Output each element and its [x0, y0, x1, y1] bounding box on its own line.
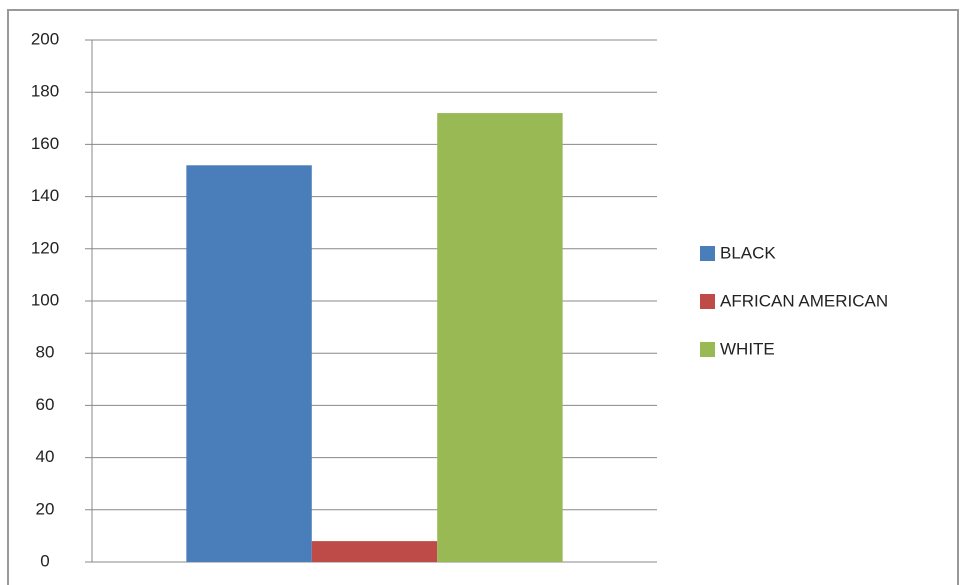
bar [186, 165, 312, 562]
y-tick-label: 160 [31, 134, 59, 153]
y-tick-label: 120 [31, 238, 59, 257]
legend-label: BLACK [720, 243, 776, 262]
legend-swatch [700, 294, 715, 309]
y-tick-label: 200 [31, 29, 59, 48]
chart-frame [7, 9, 959, 585]
y-tick-label: 80 [36, 343, 55, 362]
y-tick-label: 100 [31, 290, 59, 309]
y-tick-label: 20 [36, 499, 55, 518]
y-tick-label: 140 [31, 186, 59, 205]
y-tick-label: 0 [40, 551, 49, 570]
y-tick-label: 180 [31, 82, 59, 101]
y-tick-label: 60 [36, 395, 55, 414]
legend-swatch [700, 342, 715, 357]
legend-label: AFRICAN AMERICAN [720, 291, 888, 310]
legend-swatch [700, 246, 715, 261]
bar [311, 541, 438, 562]
legend-label: WHITE [720, 339, 775, 358]
y-tick-label: 40 [36, 447, 55, 466]
bar [437, 113, 563, 562]
